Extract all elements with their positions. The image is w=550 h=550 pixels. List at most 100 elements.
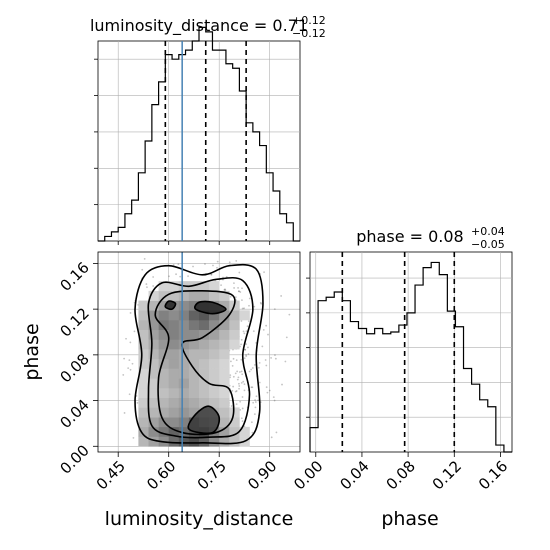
scatter-point bbox=[251, 431, 254, 434]
scatter-point bbox=[252, 330, 255, 333]
density-cell bbox=[229, 320, 240, 331]
density-cell bbox=[219, 300, 230, 311]
histogram-step-line bbox=[98, 26, 300, 242]
density-cell bbox=[158, 378, 169, 389]
density-cell bbox=[229, 329, 240, 340]
scatter-point bbox=[234, 296, 237, 299]
density-cell bbox=[148, 320, 159, 331]
y-ticks bbox=[94, 58, 271, 245]
scatter-point bbox=[258, 381, 261, 384]
density-cell bbox=[168, 426, 180, 437]
contour-line bbox=[134, 263, 264, 445]
scatter-point bbox=[245, 355, 248, 358]
scatter-point bbox=[129, 312, 132, 314]
scatter-point bbox=[247, 320, 250, 323]
scatter-point bbox=[241, 396, 244, 398]
density-cell bbox=[239, 310, 250, 321]
density-cell bbox=[209, 349, 220, 360]
scatter-point bbox=[270, 357, 272, 359]
density-cell bbox=[219, 329, 230, 340]
density-cell bbox=[168, 310, 180, 321]
density-cell bbox=[178, 358, 190, 369]
density-cell bbox=[209, 320, 220, 331]
scatter-point bbox=[265, 324, 268, 327]
x-tick-label: 0.60 bbox=[143, 457, 179, 493]
scatter-point bbox=[230, 405, 233, 407]
density-cell bbox=[158, 426, 169, 437]
scatter-point bbox=[250, 368, 253, 371]
density-cell bbox=[138, 339, 149, 350]
density-cell bbox=[148, 310, 159, 321]
density-cell bbox=[158, 358, 169, 369]
scatter-point bbox=[220, 284, 222, 287]
scatter-point bbox=[234, 372, 237, 375]
scatter-point bbox=[238, 290, 240, 293]
density-cell bbox=[188, 358, 200, 369]
title-main: luminosity_distance = 0.71 bbox=[90, 16, 308, 36]
density-cell bbox=[138, 436, 149, 447]
scatter-point bbox=[168, 275, 170, 278]
density-cell bbox=[168, 397, 180, 408]
scatter-point bbox=[122, 374, 125, 376]
density-cell bbox=[229, 407, 240, 418]
density-cell bbox=[209, 290, 220, 301]
contour-line bbox=[164, 300, 177, 311]
density-cell bbox=[188, 388, 200, 399]
density-cell bbox=[178, 310, 190, 321]
scatter-point bbox=[232, 357, 235, 360]
density-cell bbox=[219, 290, 230, 301]
density-cell bbox=[138, 426, 149, 437]
density-cell bbox=[168, 339, 180, 350]
density-cell bbox=[148, 339, 159, 350]
density-cell bbox=[138, 397, 149, 408]
panel-title: phase = 0.08 bbox=[356, 227, 463, 246]
scatter-point bbox=[257, 399, 260, 402]
scatter-point bbox=[243, 307, 245, 310]
density-cell bbox=[138, 407, 149, 418]
scatter-point bbox=[274, 357, 277, 360]
scatter-point bbox=[240, 358, 243, 361]
density-cell bbox=[188, 310, 200, 321]
x-tick-label: 0.90 bbox=[244, 457, 280, 493]
density-cell bbox=[199, 281, 210, 292]
density-cell bbox=[199, 349, 210, 360]
density-cell bbox=[219, 320, 230, 331]
scatter-point bbox=[241, 420, 244, 423]
scatter-point bbox=[251, 386, 254, 389]
x-tick-label: 0.00 bbox=[290, 457, 326, 493]
scatter-point bbox=[236, 370, 239, 373]
density-cell bbox=[209, 339, 220, 350]
density-cell bbox=[178, 368, 190, 379]
density-cell bbox=[168, 320, 180, 331]
x-axis-label: phase bbox=[381, 508, 438, 530]
density-cell bbox=[219, 339, 230, 350]
scatter-point bbox=[229, 374, 232, 377]
scatter-point bbox=[284, 360, 287, 363]
scatter-point bbox=[245, 353, 247, 356]
density-cell bbox=[219, 436, 230, 447]
scatter-point bbox=[131, 362, 134, 365]
scatter-point bbox=[224, 288, 226, 291]
scatter-point bbox=[179, 275, 182, 278]
scatter-point bbox=[233, 282, 235, 285]
scatter-point bbox=[235, 403, 238, 406]
scatter-point bbox=[238, 271, 241, 274]
density-cell bbox=[199, 339, 210, 350]
scatter-point bbox=[204, 263, 206, 265]
density-cell bbox=[158, 368, 169, 379]
density-cell bbox=[209, 368, 220, 379]
scatter-point bbox=[129, 341, 132, 344]
density-cell bbox=[209, 358, 220, 369]
scatter-point bbox=[239, 408, 242, 411]
contour-line bbox=[187, 405, 221, 435]
density-cell bbox=[209, 281, 220, 292]
title-subscript: −0.12 bbox=[292, 27, 326, 40]
luminosity-distance-histogram-panel: luminosity_distance = 0.71 +0.12 −0.12 bbox=[90, 14, 326, 245]
density-cell bbox=[188, 300, 200, 311]
scatter-point bbox=[242, 380, 245, 383]
density-cell bbox=[199, 388, 210, 399]
scatter-point bbox=[248, 297, 251, 300]
density-cell bbox=[219, 397, 230, 408]
density-cell bbox=[138, 368, 149, 379]
density-cell bbox=[178, 339, 190, 350]
